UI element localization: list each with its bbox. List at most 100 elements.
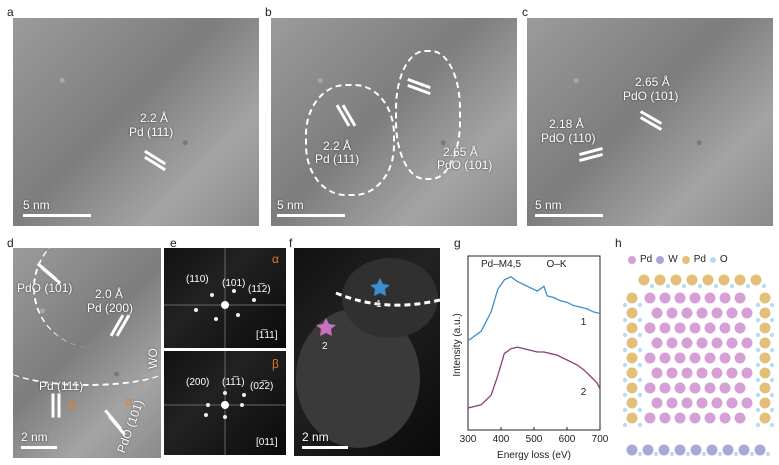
w-atom [754, 444, 766, 456]
tem-image-c: 2.65 Å PdO (101) 2.18 Å PdO (110) 5 nm [527, 18, 773, 226]
pd-atom [689, 382, 701, 394]
pd-atom [734, 352, 746, 364]
panel-label-e: e [170, 236, 177, 250]
plane-label: PdO (101) [437, 158, 493, 172]
w-atom [706, 444, 718, 456]
fft-spot-label: (11̅1) [222, 377, 245, 388]
atomic-model: Pd W Pd O [622, 250, 774, 460]
pdo-pd-atom [759, 352, 771, 364]
pd-m45-annotation: Pd–M4,5 [481, 259, 521, 270]
pdo-pd-atom [718, 274, 730, 286]
w-atom [722, 444, 734, 456]
point-1-label: 1 [376, 299, 382, 310]
scale-bar-label: 5 nm [23, 198, 50, 212]
pdo-pd-atom [734, 274, 746, 286]
o-atom [681, 283, 687, 289]
o-atom [717, 451, 723, 457]
pdo-pd-atom [654, 274, 666, 286]
plane-label: PdO (101) [623, 89, 679, 103]
pd-atom [674, 322, 686, 334]
o-atom [769, 302, 774, 308]
o-atom [755, 362, 761, 368]
w-atom [658, 444, 670, 456]
o-k-annotation: O–K [547, 259, 567, 270]
o-atom [637, 392, 643, 398]
pd-atom [696, 367, 708, 379]
w-atom [674, 444, 686, 456]
pd-atom [741, 307, 753, 319]
o-atom [622, 317, 628, 323]
o-atom [755, 302, 761, 308]
x-tick-label: 700 [592, 434, 609, 445]
o-atom [637, 422, 643, 428]
o-atom [665, 283, 671, 289]
pd-atom [734, 412, 746, 424]
o-atom [637, 317, 643, 323]
pd-atom [681, 397, 693, 409]
panel-label-h: h [615, 236, 622, 250]
series-line-2 [467, 346, 601, 409]
pd-atom [726, 337, 738, 349]
o-atom [769, 392, 774, 398]
o-atom [765, 451, 771, 457]
support-label: WO [145, 348, 160, 369]
o-atom [769, 422, 774, 428]
o-atom [697, 283, 703, 289]
plot-frame [467, 255, 601, 431]
pd-atom [659, 352, 671, 364]
pd-atom [741, 337, 753, 349]
pd-atom [651, 307, 663, 319]
pd-atom [719, 292, 731, 304]
grain-boundary [13, 344, 161, 386]
panel-label-g: g [454, 236, 461, 250]
w-atom [626, 444, 638, 456]
pd-atom [711, 307, 723, 319]
grain-boundary [33, 248, 155, 348]
pdo-pd-atom [759, 382, 771, 394]
pdo-pd-atom [686, 274, 698, 286]
series-1-label: 1 [581, 317, 587, 328]
pd-atom [644, 322, 656, 334]
d-spacing-label: 2.0 Å [95, 287, 124, 301]
legend-label: Pd [693, 254, 706, 265]
pd-atom [651, 337, 663, 349]
pdo-pd-atom [750, 274, 762, 286]
scale-bar [23, 214, 91, 217]
w-atom [690, 444, 702, 456]
pd-atom [689, 412, 701, 424]
o-atom [622, 332, 628, 338]
o-atom [745, 283, 751, 289]
pd-atom [674, 292, 686, 304]
fft-spot-label: (11̅2) [248, 284, 271, 295]
beta-label: β [272, 357, 279, 371]
panel-label-a: a [7, 5, 14, 19]
haadf-image: 1 2 2 nm [294, 248, 440, 456]
eels-chart: 300 400 500 600 700 Intensity (a.u.) Energy … [452, 255, 609, 461]
fft-spot-label: (200) [186, 377, 210, 388]
pd-atom [696, 337, 708, 349]
o-atom [622, 347, 628, 353]
pd-atom [741, 397, 753, 409]
pdo-pd-atom [638, 274, 650, 286]
zone-axis-label: [1̅11] [256, 330, 278, 341]
pd-atom [734, 292, 746, 304]
o-atom [701, 451, 707, 457]
o-atom [622, 302, 628, 308]
pd-atom [644, 382, 656, 394]
pd-atom [719, 352, 731, 364]
pd-atom [644, 412, 656, 424]
panel-label-f: f [289, 236, 293, 250]
tem-image-a: 2.2 Å Pd (111) 5 nm [13, 18, 259, 226]
pdo-pd-atom [670, 274, 682, 286]
pdo-pd-atom [759, 397, 771, 409]
fft-pattern-beta: (200) (11̅1) (02̅2) [011] β [164, 351, 286, 455]
o-atom [637, 332, 643, 338]
pd-atom [711, 367, 723, 379]
particle-outline [395, 50, 461, 180]
legend-label: W [668, 254, 678, 265]
fft-pattern-alpha: (110) (101) (11̅2) [1̅11] α [164, 248, 286, 348]
pdo-pd-atom [759, 307, 771, 319]
scale-bar [535, 214, 603, 217]
fft-spots [164, 351, 286, 455]
o-atom [769, 407, 774, 413]
